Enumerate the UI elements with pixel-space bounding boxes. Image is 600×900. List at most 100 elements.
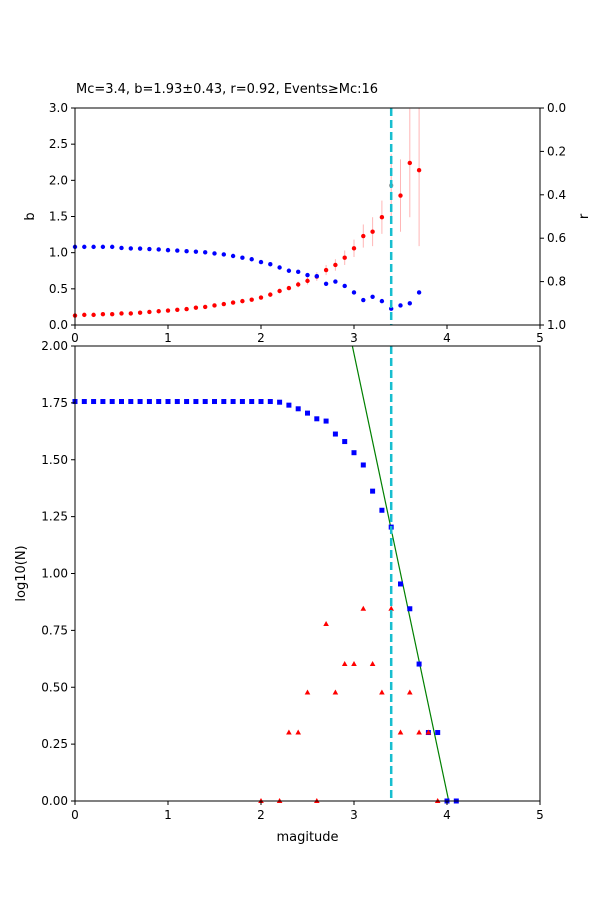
top-x-tick-label: 1 — [164, 331, 172, 345]
b-value-panel: Mc=3.4, b=1.93±0.43, r=0.92, Events≥Mc:1… — [23, 82, 592, 345]
r-value-point — [193, 249, 199, 254]
b-value-point — [249, 297, 254, 302]
noncumulative-count-point — [286, 729, 292, 735]
noncumulative-count-point — [397, 729, 404, 735]
r-value-point — [203, 250, 208, 255]
b-value-point — [240, 298, 245, 304]
cumulative-count-point — [137, 399, 143, 405]
b-value-point — [156, 309, 161, 314]
noncumulative-count-point — [388, 605, 394, 611]
b-value-point — [184, 306, 189, 312]
bottom-x-tick-label: 3 — [350, 808, 358, 822]
b-value-point — [91, 312, 96, 318]
top-y-tick-label: 1.5 — [49, 210, 68, 224]
cumulative-count-point — [286, 402, 292, 408]
b-value-point — [268, 292, 273, 297]
cumulative-count-point — [184, 399, 190, 405]
top-right-tick-label: 0.2 — [547, 144, 566, 158]
b-value-point — [212, 303, 217, 308]
cumulative-count-point — [407, 606, 413, 612]
b-value-point — [119, 311, 124, 316]
b-value-point — [175, 307, 180, 313]
cumulative-count-point — [212, 399, 217, 405]
b-value-point — [416, 168, 422, 173]
bottom-x-axis-label: magitude — [276, 830, 338, 845]
chart-title: Mc=3.4, b=1.93±0.43, r=0.92, Events≥Mc:1… — [76, 82, 378, 97]
top-y-tick-label: 3.0 — [49, 101, 68, 115]
b-value-point — [286, 285, 292, 291]
top-y-tick-label: 0.5 — [49, 282, 68, 296]
bottom-y-tick-label: 1.00 — [41, 567, 68, 581]
r-value-point — [296, 269, 301, 275]
bottom-x-tick-label: 2 — [257, 808, 265, 822]
noncumulative-count-point — [304, 689, 311, 695]
noncumulative-count-point — [323, 621, 329, 627]
r-value-point — [333, 279, 338, 284]
bottom-x-axis: 0 1 2 3 4 5 — [71, 801, 544, 822]
noncumulative-count-point — [416, 729, 422, 735]
r-value-point — [361, 297, 366, 303]
cumulative-count-point — [156, 399, 162, 405]
b-value-point — [165, 308, 171, 313]
b-value-point — [333, 262, 338, 268]
noncumulative-count-point — [332, 689, 339, 695]
r-value-point — [230, 253, 236, 259]
b-value-series-layer — [72, 108, 422, 325]
top-right-axis-label: r — [577, 213, 592, 219]
r-value-point — [221, 252, 226, 257]
cumulative-count-point — [370, 488, 376, 494]
r-value-point — [128, 246, 133, 251]
cumulative-count-point — [128, 399, 134, 405]
b-value-point — [398, 193, 403, 198]
bottom-y-tick-label: 0.50 — [41, 680, 68, 694]
r-value-point — [370, 294, 375, 299]
noncumulative-count-point — [369, 661, 376, 667]
r-value-point — [165, 247, 171, 253]
noncumulative-count-point — [341, 661, 348, 667]
cumulative-count-point — [239, 399, 245, 405]
cumulative-count-point — [332, 431, 338, 437]
r-value-point — [137, 246, 143, 251]
top-y-axis-left: 0.0 0.5 1.0 1.5 2.0 2.5 3.0 — [49, 101, 75, 332]
top-x-tick-label: 5 — [536, 331, 544, 345]
frequency-magnitude-panel: 0 1 2 3 4 5 0.00 0.25 0.50 0.75 1.00 1.25 1.50 1.75 2… — [14, 339, 544, 845]
bottom-y-tick-label: 1.75 — [41, 396, 68, 410]
b-value-point — [147, 309, 152, 315]
r-value-point — [119, 245, 124, 251]
r-value-point — [258, 259, 264, 265]
cumulative-count-point — [146, 399, 152, 405]
r-value-point — [91, 244, 96, 250]
noncumulative-count-point — [425, 729, 432, 735]
cumulative-count-point — [416, 661, 422, 667]
r-value-point — [286, 268, 292, 273]
b-value-point — [100, 311, 106, 317]
bottom-y-tick-label: 0.75 — [41, 623, 68, 637]
top-right-tick-label: 1.0 — [547, 318, 566, 332]
b-value-point — [323, 267, 329, 273]
r-value-point — [268, 262, 273, 267]
cumulative-count-point — [109, 399, 115, 405]
cumulative-count-point — [221, 399, 227, 405]
cumulative-count-point — [81, 399, 87, 405]
noncumulative-count-point — [379, 689, 385, 695]
b-value-point — [370, 229, 375, 234]
r-value-point — [379, 298, 385, 304]
bottom-y-tick-label: 1.50 — [41, 453, 68, 467]
top-y-tick-label: 2.5 — [49, 137, 68, 151]
cumulative-count-point — [323, 418, 329, 424]
bottom-x-tick-label: 0 — [71, 808, 79, 822]
bottom-y-tick-label: 0.00 — [41, 794, 68, 808]
top-y-tick-label: 0.0 — [49, 318, 68, 332]
r-value-point — [416, 290, 422, 295]
bottom-y-tick-label: 0.25 — [41, 737, 68, 751]
cumulative-count-point — [379, 507, 385, 513]
cumulative-count-point — [267, 399, 273, 405]
b-value-point — [203, 304, 208, 310]
cumulative-count-point — [351, 450, 357, 456]
r-value-point — [240, 255, 245, 260]
r-value-point — [147, 246, 152, 252]
r-value-point — [314, 273, 319, 279]
cumulative-count-point — [119, 399, 124, 405]
cumulative-count-point — [202, 399, 208, 405]
b-value-point — [230, 300, 236, 305]
